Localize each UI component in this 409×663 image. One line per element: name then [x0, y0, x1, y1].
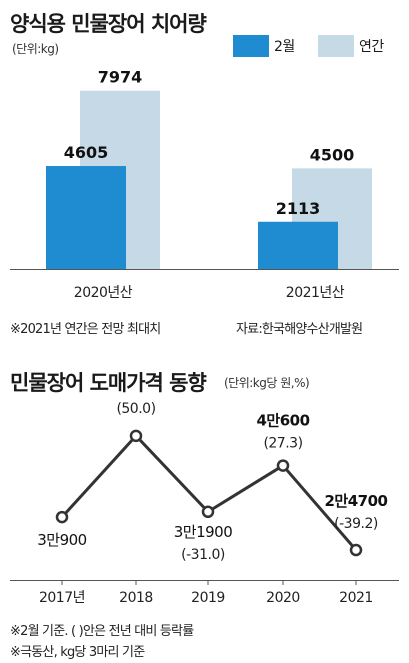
change-label-2: (-31.0)	[181, 547, 225, 563]
bar-label-annual-0: 7974	[98, 70, 143, 87]
price-label-2: 3만1900	[174, 523, 233, 541]
x-tick-label-3: 2020	[266, 590, 300, 606]
chart2-unit: (단위:kg당 원,%)	[224, 376, 310, 390]
chart1-unit: (단위:kg)	[12, 42, 59, 56]
line-chart: 2017년20182019202020213만9004만6200(50.0)3만…	[10, 401, 399, 606]
x-tick-label-1: 2018	[119, 590, 153, 606]
chart2-title: 민물장어 도매가격 동향	[10, 371, 207, 395]
price-label-4: 2만4700	[325, 492, 388, 510]
bar-label-feb-0: 4605	[64, 143, 109, 162]
bar-feb-0	[46, 166, 126, 269]
chart2-note-2: ※극동산, kg당 3마리 기준	[10, 645, 145, 660]
legend-item-annual: 연간	[318, 35, 384, 57]
legend-item-feb: 2월	[233, 35, 295, 57]
bar-label-feb-1: 2113	[276, 199, 321, 218]
chart1-footnote: ※2021년 연간은 전망 최대치	[10, 322, 161, 337]
legend-swatch-annual	[318, 35, 354, 57]
chart2-note-1: ※2월 기준. ( )안은 전년 대비 등락률	[10, 624, 194, 639]
price-label-3: 4만600	[256, 412, 309, 430]
price-point-1	[129, 429, 143, 443]
price-point-3	[276, 459, 290, 472]
chart1-title: 양식용 민물장어 치어량	[10, 12, 207, 36]
bar-chart: 7974 4605 2020년산 4500 2113 2021년산	[10, 70, 399, 301]
category-label-0: 2020년산	[74, 285, 133, 301]
bar-label-annual-1: 4500	[310, 145, 355, 164]
legend-swatch-feb	[233, 35, 269, 57]
chart1-source: 자료:한국해양수산개발원	[236, 322, 363, 337]
change-label-4: (-39.2)	[334, 516, 378, 532]
x-tick-label-4: 2021	[339, 590, 373, 606]
change-label-3: (27.3)	[263, 436, 302, 452]
bar-feb-1	[258, 221, 338, 269]
x-tick-label-2: 2019	[191, 590, 225, 606]
legend-label-annual: 연간	[359, 39, 384, 55]
price-point-4	[349, 543, 363, 557]
price-label-0: 3만900	[37, 531, 86, 549]
legend-label-feb: 2월	[274, 39, 295, 55]
category-label-1: 2021년산	[286, 285, 345, 301]
price-point-2	[201, 505, 215, 519]
x-tick-label-0: 2017년	[39, 590, 85, 606]
price-point-0	[55, 510, 69, 524]
change-label-1: (50.0)	[116, 401, 155, 417]
